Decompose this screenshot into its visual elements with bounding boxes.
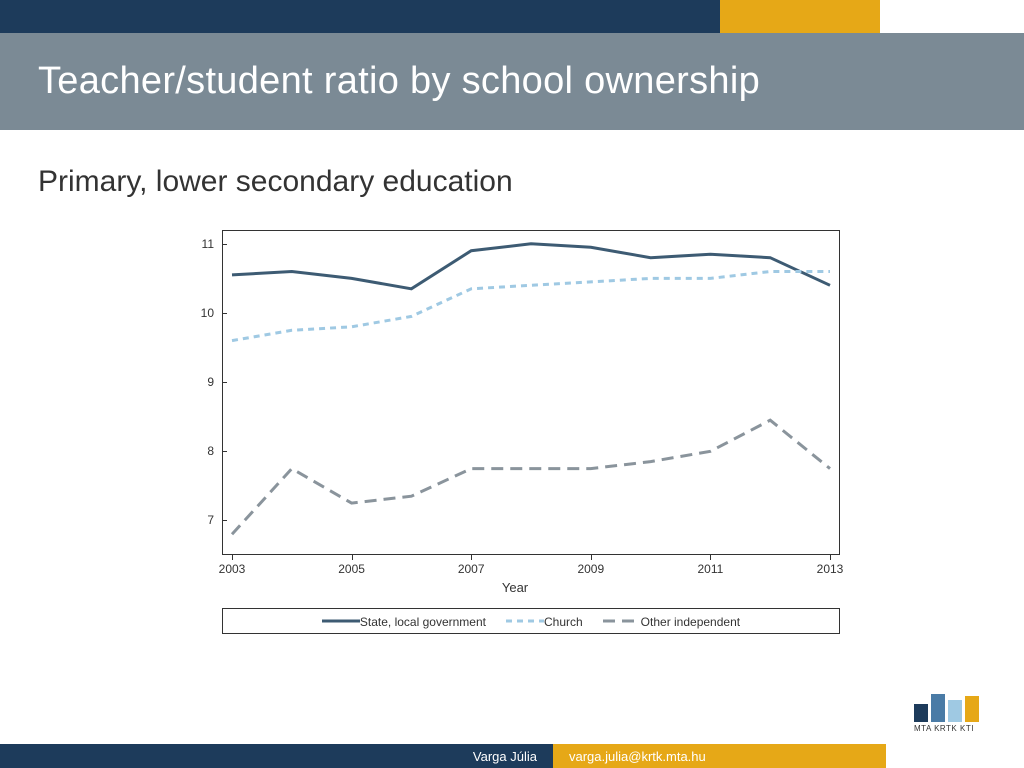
- series-line: [232, 244, 830, 289]
- x-tick-mark: [352, 555, 353, 560]
- legend-label: Other independent: [641, 614, 740, 628]
- author-text: Varga Júlia: [473, 749, 537, 764]
- series-line: [232, 420, 830, 534]
- x-tick-label: 2003: [219, 562, 246, 576]
- y-tick-label: 11: [170, 237, 222, 251]
- y-tick-mark: [222, 244, 227, 245]
- x-tick-label: 2005: [338, 562, 365, 576]
- legend-item: Church: [506, 614, 583, 629]
- slide: Teacher/student ratio by school ownershi…: [0, 0, 1024, 768]
- footer-author: Varga Júlia: [0, 744, 553, 768]
- x-tick-mark: [710, 555, 711, 560]
- slide-title: Teacher/student ratio by school ownershi…: [38, 60, 760, 103]
- legend-item: Other independent: [603, 614, 740, 629]
- top-accent-bar: [0, 0, 1024, 33]
- footer-white: [886, 744, 1024, 768]
- logo-bar: [965, 696, 979, 722]
- y-tick-mark: [222, 520, 227, 521]
- logo-bar: [931, 694, 945, 722]
- logo-bar: [914, 704, 928, 722]
- x-tick-label: 2009: [577, 562, 604, 576]
- y-tick-label: 7: [170, 513, 222, 527]
- x-tick-label: 2013: [817, 562, 844, 576]
- y-tick-label: 9: [170, 375, 222, 389]
- legend-swatch: [506, 616, 544, 626]
- legend-swatch: [322, 616, 360, 626]
- legend-swatch: [603, 616, 641, 626]
- y-tick-mark: [222, 451, 227, 452]
- y-tick-mark: [222, 313, 227, 314]
- y-tick-label: 10: [170, 306, 222, 320]
- logo-bars: [914, 694, 1004, 722]
- series-line: [232, 272, 830, 341]
- x-tick-mark: [232, 555, 233, 560]
- accent-navy: [0, 0, 720, 33]
- accent-white: [880, 0, 1024, 33]
- y-tick-mark: [222, 382, 227, 383]
- title-bar: Teacher/student ratio by school ownershi…: [0, 33, 1024, 130]
- y-tick-label: 8: [170, 444, 222, 458]
- legend-label: Church: [544, 614, 583, 628]
- institute-logo: MTA KRTK KTI: [914, 694, 1004, 738]
- logo-bar: [948, 700, 962, 722]
- x-tick-label: 2011: [697, 562, 723, 576]
- chart-container: Year State, local government Church Other …: [170, 220, 860, 640]
- accent-gold: [720, 0, 880, 33]
- x-axis-label: Year: [170, 580, 860, 595]
- email-text: varga.julia@krtk.mta.hu: [569, 749, 706, 764]
- x-tick-mark: [591, 555, 592, 560]
- legend: State, local government Church Other indep…: [222, 608, 840, 634]
- legend-item: State, local government: [322, 614, 486, 629]
- x-tick-mark: [471, 555, 472, 560]
- footer-email: varga.julia@krtk.mta.hu: [553, 744, 886, 768]
- chart-lines: [222, 230, 840, 555]
- subtitle: Primary, lower secondary education: [38, 165, 513, 199]
- logo-text: MTA KRTK KTI: [914, 724, 1004, 733]
- footer-bar: Varga Júlia varga.julia@krtk.mta.hu: [0, 744, 1024, 768]
- x-tick-label: 2007: [458, 562, 485, 576]
- legend-label: State, local government: [360, 614, 486, 628]
- x-tick-mark: [830, 555, 831, 560]
